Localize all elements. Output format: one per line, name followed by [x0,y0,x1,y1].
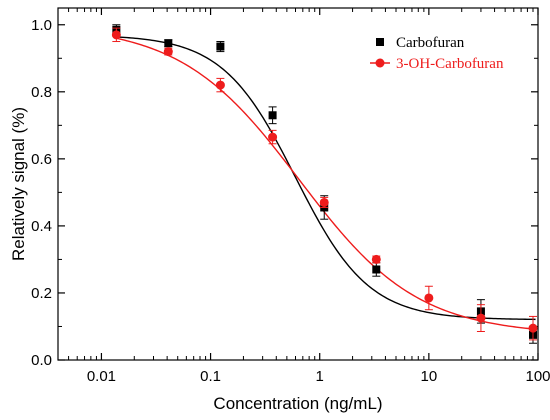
x-tick-label: 10 [421,368,438,385]
fit-curve-carbofuran [116,36,536,321]
x-axis-label: Concentration (ng/mL) [213,394,382,413]
y-tick-label: 0.2 [31,285,52,302]
legend-marker-carbofuran [376,38,384,46]
data-point-3-oh-carbofuran [268,132,278,142]
data-point-3-oh-carbofuran [528,323,538,333]
y-tick-label: 1.0 [31,17,52,34]
data-point-3-oh-carbofuran [424,293,434,303]
legend-label-3-oh-carbofuran: 3-OH-Carbofuran [396,56,504,72]
y-axis-label: Relatively signal (%) [9,107,28,261]
legend-marker-3-oh-carbofuran [375,58,385,68]
data-point-carbofuran [216,42,225,51]
x-tick-label: 0.01 [87,368,116,385]
data-point-3-oh-carbofuran [319,197,329,207]
data-point-3-oh-carbofuran [215,80,225,90]
plot-frame [57,7,539,361]
x-tick-label: 1 [316,368,324,385]
legend-label-carbofuran: Carbofuran [396,35,465,51]
y-tick-label: 0.8 [31,84,52,101]
x-tick-label: 0.1 [200,368,221,385]
y-tick-label: 0.6 [31,151,52,168]
y-tick-label: 0.4 [31,218,52,235]
x-tick-label: 100 [525,368,550,385]
data-point-3-oh-carbofuran [111,30,121,40]
data-point-carbofuran [268,111,277,120]
data-point-carbofuran [372,265,381,274]
data-point-3-oh-carbofuran [371,254,381,264]
fit-curve-3-oh-carbofuran [116,37,536,330]
data-point-3-oh-carbofuran [476,313,486,323]
data-point-carbofuran [164,39,173,48]
data-point-3-oh-carbofuran [163,47,173,57]
y-tick-label: 0.0 [31,352,52,369]
